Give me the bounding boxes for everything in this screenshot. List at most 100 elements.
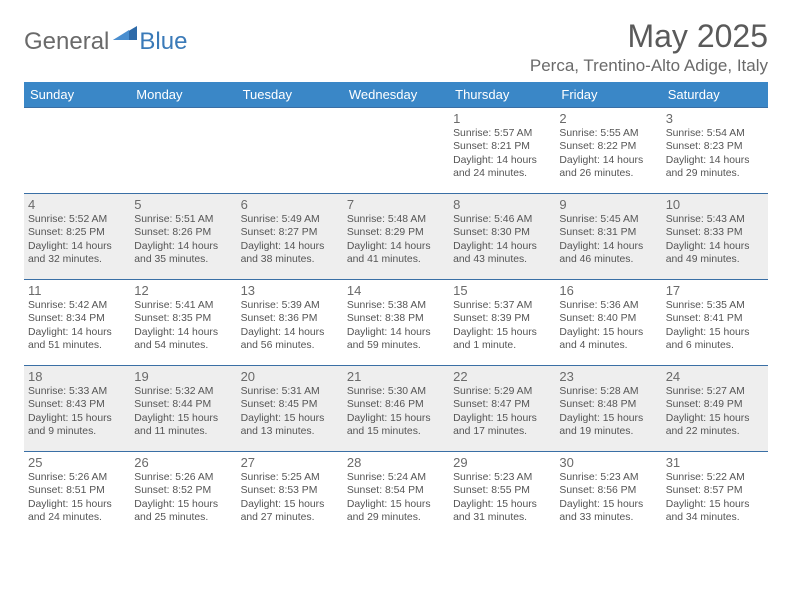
- weekday-header: Thursday: [449, 82, 555, 108]
- calendar-day-cell: 11Sunrise: 5:42 AMSunset: 8:34 PMDayligh…: [24, 280, 130, 366]
- sunrise-text: Sunrise: 5:29 AM: [453, 385, 551, 398]
- sunset-text: Sunset: 8:44 PM: [134, 398, 232, 411]
- day-number: 15: [453, 283, 551, 298]
- day-number: 20: [241, 369, 339, 384]
- day-number: 31: [666, 455, 764, 470]
- day-number: 14: [347, 283, 445, 298]
- sunrise-text: Sunrise: 5:23 AM: [559, 471, 657, 484]
- daylight-text: Daylight: 15 hours and 27 minutes.: [241, 498, 339, 525]
- daylight-text: Daylight: 14 hours and 26 minutes.: [559, 154, 657, 181]
- daylight-text: Daylight: 14 hours and 38 minutes.: [241, 240, 339, 267]
- brand-triangle-icon: [113, 24, 137, 45]
- day-number: 12: [134, 283, 232, 298]
- sunrise-text: Sunrise: 5:46 AM: [453, 213, 551, 226]
- calendar-day-cell: 17Sunrise: 5:35 AMSunset: 8:41 PMDayligh…: [662, 280, 768, 366]
- day-number: 30: [559, 455, 657, 470]
- sunrise-text: Sunrise: 5:37 AM: [453, 299, 551, 312]
- sunrise-text: Sunrise: 5:51 AM: [134, 213, 232, 226]
- sunset-text: Sunset: 8:22 PM: [559, 140, 657, 153]
- daylight-text: Daylight: 15 hours and 29 minutes.: [347, 498, 445, 525]
- calendar-day-cell: 18Sunrise: 5:33 AMSunset: 8:43 PMDayligh…: [24, 366, 130, 452]
- calendar-day-cell: 24Sunrise: 5:27 AMSunset: 8:49 PMDayligh…: [662, 366, 768, 452]
- sunrise-text: Sunrise: 5:31 AM: [241, 385, 339, 398]
- sunrise-text: Sunrise: 5:38 AM: [347, 299, 445, 312]
- daylight-text: Daylight: 14 hours and 24 minutes.: [453, 154, 551, 181]
- calendar-day-cell: 21Sunrise: 5:30 AMSunset: 8:46 PMDayligh…: [343, 366, 449, 452]
- weekday-header: Sunday: [24, 82, 130, 108]
- calendar-day-cell: 13Sunrise: 5:39 AMSunset: 8:36 PMDayligh…: [237, 280, 343, 366]
- calendar-day-cell: 4Sunrise: 5:52 AMSunset: 8:25 PMDaylight…: [24, 194, 130, 280]
- day-number: 5: [134, 197, 232, 212]
- calendar-day-cell: [130, 108, 236, 194]
- calendar-header-row: Sunday Monday Tuesday Wednesday Thursday…: [24, 82, 768, 108]
- daylight-text: Daylight: 15 hours and 11 minutes.: [134, 412, 232, 439]
- calendar-day-cell: 9Sunrise: 5:45 AMSunset: 8:31 PMDaylight…: [555, 194, 661, 280]
- calendar-day-cell: 7Sunrise: 5:48 AMSunset: 8:29 PMDaylight…: [343, 194, 449, 280]
- sunset-text: Sunset: 8:57 PM: [666, 484, 764, 497]
- daylight-text: Daylight: 15 hours and 31 minutes.: [453, 498, 551, 525]
- day-number: 8: [453, 197, 551, 212]
- calendar-day-cell: 22Sunrise: 5:29 AMSunset: 8:47 PMDayligh…: [449, 366, 555, 452]
- sunset-text: Sunset: 8:55 PM: [453, 484, 551, 497]
- daylight-text: Daylight: 14 hours and 49 minutes.: [666, 240, 764, 267]
- calendar-day-cell: 19Sunrise: 5:32 AMSunset: 8:44 PMDayligh…: [130, 366, 236, 452]
- day-number: 10: [666, 197, 764, 212]
- day-number: 11: [28, 283, 126, 298]
- sunrise-text: Sunrise: 5:49 AM: [241, 213, 339, 226]
- sunset-text: Sunset: 8:21 PM: [453, 140, 551, 153]
- calendar-day-cell: 15Sunrise: 5:37 AMSunset: 8:39 PMDayligh…: [449, 280, 555, 366]
- calendar-day-cell: 30Sunrise: 5:23 AMSunset: 8:56 PMDayligh…: [555, 452, 661, 538]
- day-number: 4: [28, 197, 126, 212]
- calendar-day-cell: 12Sunrise: 5:41 AMSunset: 8:35 PMDayligh…: [130, 280, 236, 366]
- sunset-text: Sunset: 8:41 PM: [666, 312, 764, 325]
- daylight-text: Daylight: 14 hours and 56 minutes.: [241, 326, 339, 353]
- daylight-text: Daylight: 15 hours and 22 minutes.: [666, 412, 764, 439]
- daylight-text: Daylight: 15 hours and 9 minutes.: [28, 412, 126, 439]
- daylight-text: Daylight: 14 hours and 54 minutes.: [134, 326, 232, 353]
- calendar-day-cell: [343, 108, 449, 194]
- day-number: 24: [666, 369, 764, 384]
- daylight-text: Daylight: 15 hours and 25 minutes.: [134, 498, 232, 525]
- daylight-text: Daylight: 14 hours and 41 minutes.: [347, 240, 445, 267]
- weekday-header: Wednesday: [343, 82, 449, 108]
- day-number: 19: [134, 369, 232, 384]
- daylight-text: Daylight: 14 hours and 46 minutes.: [559, 240, 657, 267]
- daylight-text: Daylight: 14 hours and 59 minutes.: [347, 326, 445, 353]
- sunrise-text: Sunrise: 5:39 AM: [241, 299, 339, 312]
- calendar-day-cell: [237, 108, 343, 194]
- sunset-text: Sunset: 8:53 PM: [241, 484, 339, 497]
- sunset-text: Sunset: 8:43 PM: [28, 398, 126, 411]
- calendar-week-row: 18Sunrise: 5:33 AMSunset: 8:43 PMDayligh…: [24, 366, 768, 452]
- sunrise-text: Sunrise: 5:24 AM: [347, 471, 445, 484]
- day-number: 16: [559, 283, 657, 298]
- calendar-day-cell: 31Sunrise: 5:22 AMSunset: 8:57 PMDayligh…: [662, 452, 768, 538]
- calendar-day-cell: 2Sunrise: 5:55 AMSunset: 8:22 PMDaylight…: [555, 108, 661, 194]
- calendar-day-cell: 20Sunrise: 5:31 AMSunset: 8:45 PMDayligh…: [237, 366, 343, 452]
- day-number: 25: [28, 455, 126, 470]
- sunset-text: Sunset: 8:39 PM: [453, 312, 551, 325]
- sunset-text: Sunset: 8:48 PM: [559, 398, 657, 411]
- daylight-text: Daylight: 15 hours and 4 minutes.: [559, 326, 657, 353]
- sunrise-text: Sunrise: 5:25 AM: [241, 471, 339, 484]
- day-number: 22: [453, 369, 551, 384]
- day-number: 27: [241, 455, 339, 470]
- calendar-day-cell: 25Sunrise: 5:26 AMSunset: 8:51 PMDayligh…: [24, 452, 130, 538]
- sunrise-text: Sunrise: 5:41 AM: [134, 299, 232, 312]
- daylight-text: Daylight: 15 hours and 24 minutes.: [28, 498, 126, 525]
- daylight-text: Daylight: 14 hours and 32 minutes.: [28, 240, 126, 267]
- sunset-text: Sunset: 8:27 PM: [241, 226, 339, 239]
- sunrise-text: Sunrise: 5:26 AM: [28, 471, 126, 484]
- sunset-text: Sunset: 8:40 PM: [559, 312, 657, 325]
- sunrise-text: Sunrise: 5:28 AM: [559, 385, 657, 398]
- location-subtitle: Perca, Trentino-Alto Adige, Italy: [530, 56, 768, 76]
- sunset-text: Sunset: 8:54 PM: [347, 484, 445, 497]
- sunrise-text: Sunrise: 5:48 AM: [347, 213, 445, 226]
- title-block: May 2025 Perca, Trentino-Alto Adige, Ita…: [530, 20, 768, 76]
- sunset-text: Sunset: 8:56 PM: [559, 484, 657, 497]
- day-number: 29: [453, 455, 551, 470]
- sunrise-text: Sunrise: 5:55 AM: [559, 127, 657, 140]
- daylight-text: Daylight: 15 hours and 34 minutes.: [666, 498, 764, 525]
- calendar-table: Sunday Monday Tuesday Wednesday Thursday…: [24, 82, 768, 538]
- sunset-text: Sunset: 8:34 PM: [28, 312, 126, 325]
- sunset-text: Sunset: 8:35 PM: [134, 312, 232, 325]
